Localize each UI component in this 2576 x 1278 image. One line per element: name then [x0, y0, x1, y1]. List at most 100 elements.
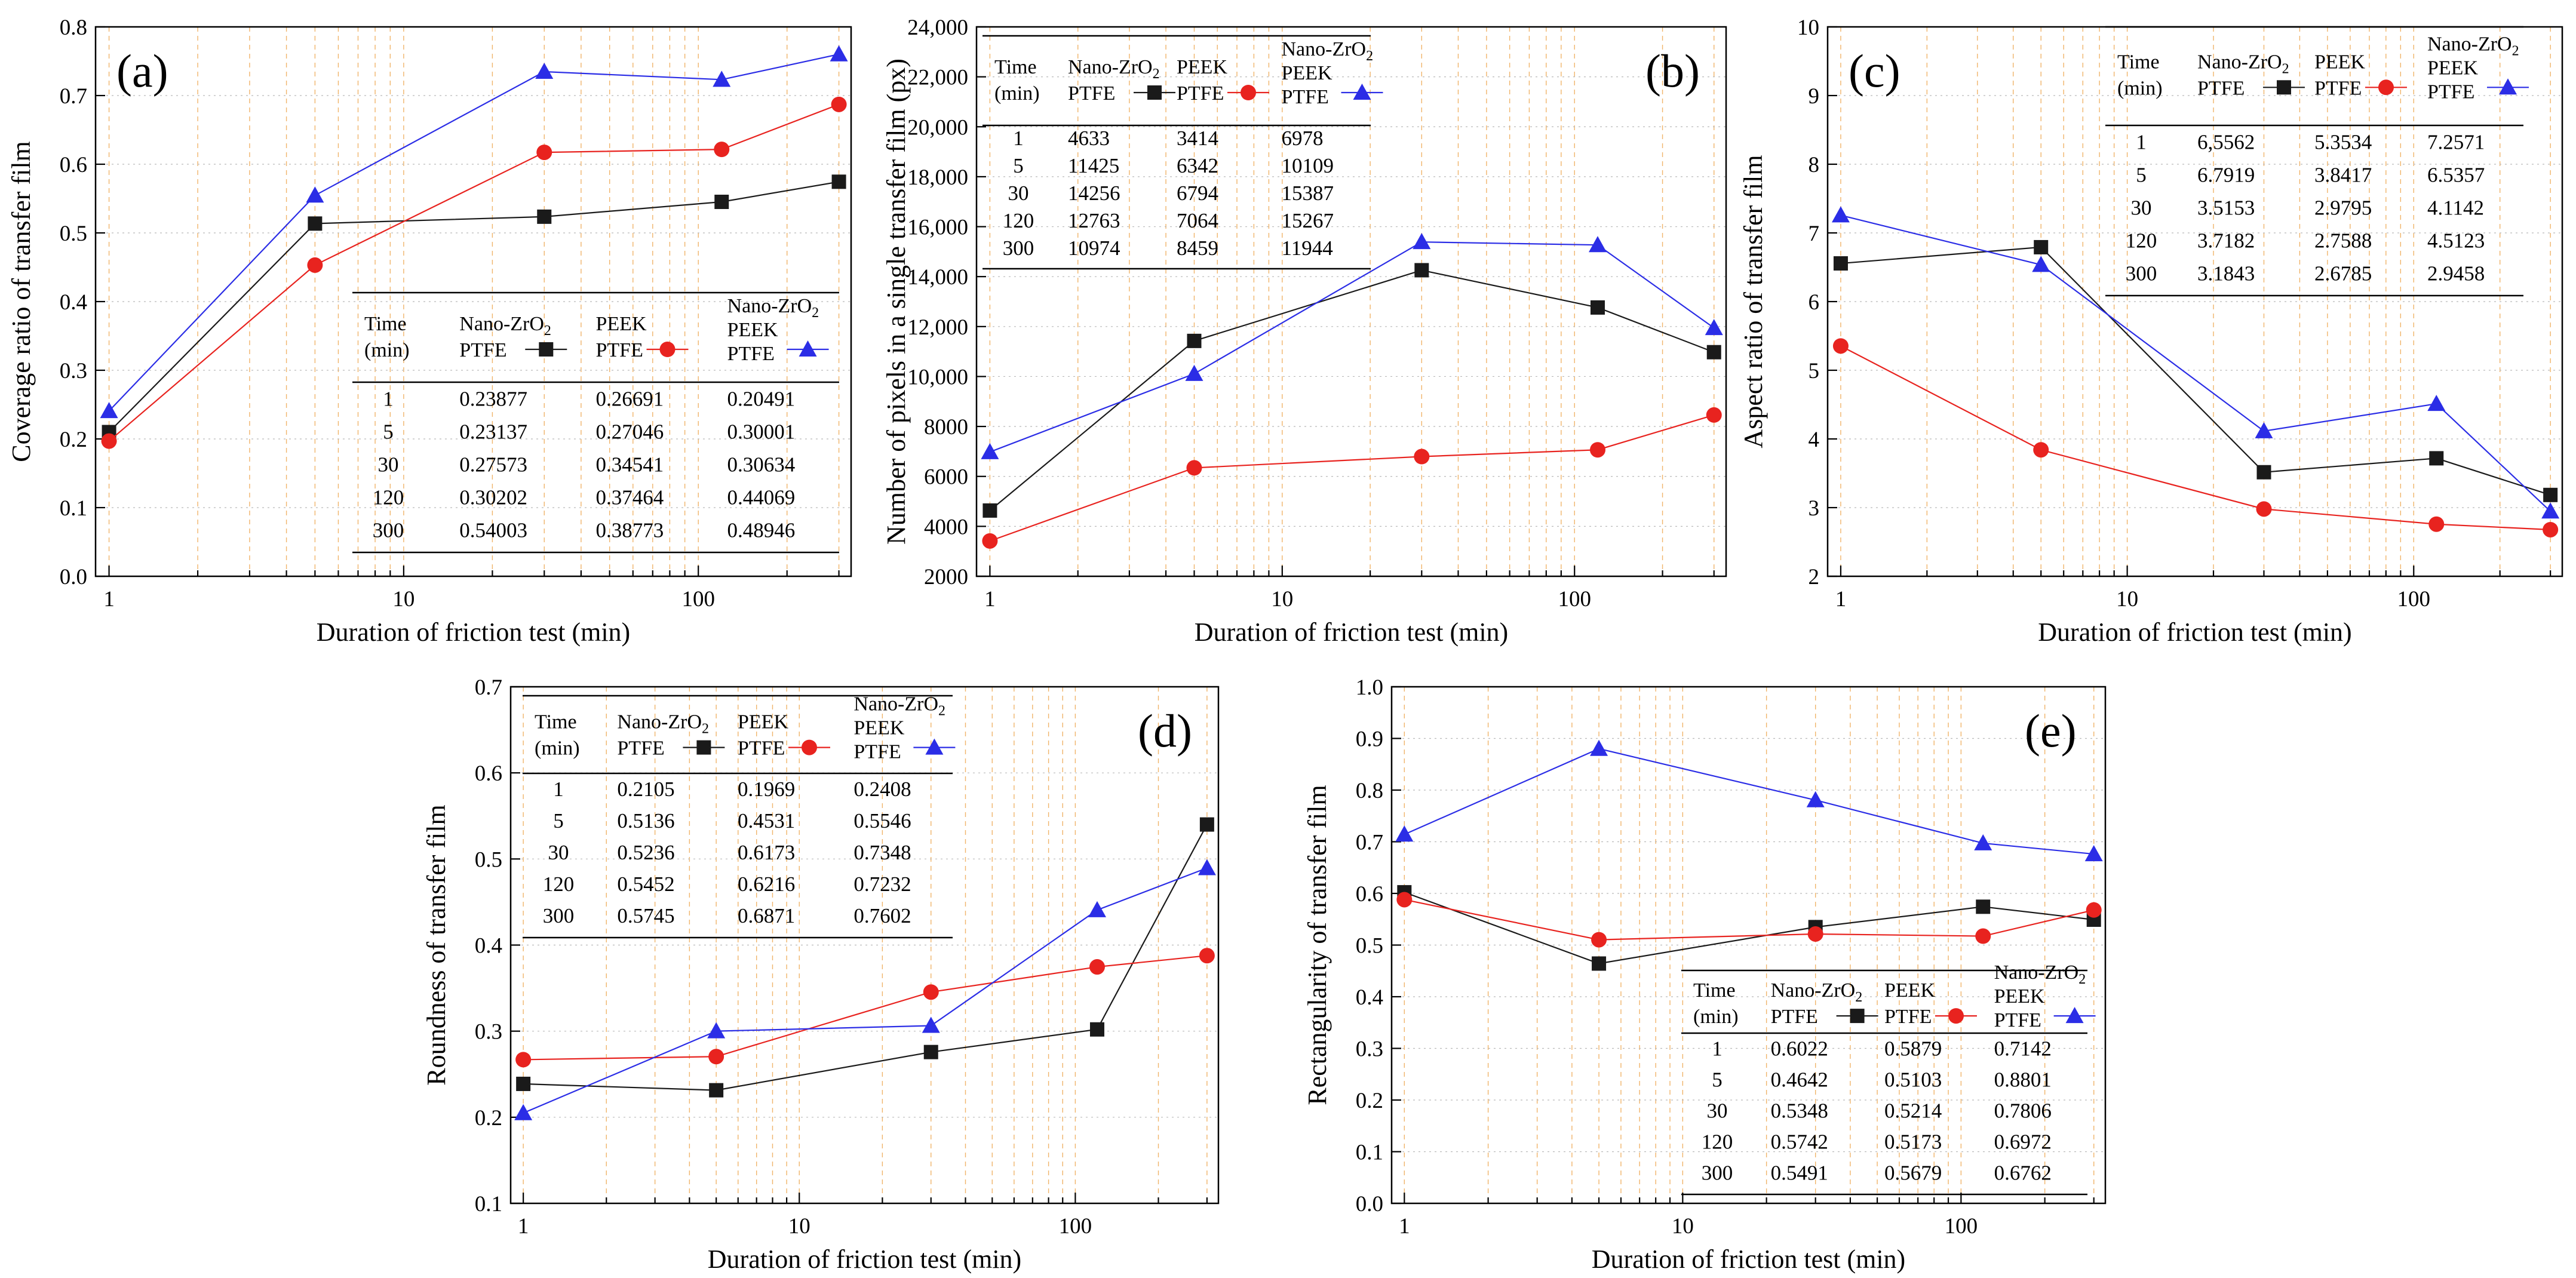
legend-swatch-1: [525, 342, 567, 357]
data-point: [536, 145, 552, 161]
series-2: [1396, 892, 2102, 948]
x-axis-label: Duration of friction test (min): [708, 1245, 1021, 1274]
data-point: [1186, 460, 1202, 476]
y-tick-label: 0.5: [1356, 934, 1383, 959]
table-cell: 6978: [1282, 127, 1324, 150]
table-cell: 300: [373, 519, 404, 542]
table-header-series1: Nano-ZrO2: [2197, 51, 2289, 76]
table-cell: 300: [1702, 1161, 1733, 1184]
y-tick-label: 0.0: [1356, 1192, 1383, 1216]
table-cell: 0.5236: [617, 841, 674, 864]
x-tick-label: 100: [1945, 1214, 1978, 1239]
x-tick-label: 10: [1271, 587, 1293, 612]
y-tick-label: 0.5: [475, 847, 502, 872]
table-cell: 0.7602: [853, 904, 911, 927]
table-cell: 3.1843: [2197, 262, 2255, 285]
y-axis-label: Roundness of transfer film: [422, 804, 451, 1085]
series-1: [516, 817, 1214, 1098]
table-header-series3-line3: PTFE: [2427, 81, 2474, 103]
x-tick-label: 10: [2116, 587, 2138, 612]
table-cell: 1: [383, 388, 394, 411]
x-tick-label: 10: [788, 1214, 810, 1239]
data-point: [1589, 442, 1605, 458]
series-line: [523, 955, 1207, 1061]
table-cell: 0.6871: [738, 904, 795, 927]
data-point: [1591, 932, 1607, 948]
series-1: [1397, 885, 2101, 971]
x-axis-label: Duration of friction test (min): [317, 618, 630, 647]
y-axis-label: Number of pixels in a single transfer fi…: [882, 59, 911, 545]
table-header-unit: (min): [535, 738, 580, 760]
data-point: [101, 433, 117, 449]
data-point: [1185, 364, 1203, 381]
table-cell: 30: [378, 453, 399, 477]
y-tick-label: 0.1: [475, 1192, 502, 1216]
table-cell: 120: [543, 873, 575, 896]
y-tick-label: 22,000: [907, 66, 968, 90]
data-point: [1590, 739, 1608, 756]
x-axis-label: Duration of friction test (min): [2038, 618, 2351, 647]
table-cell: 3.8417: [2314, 164, 2372, 187]
series-3: [1395, 739, 2103, 862]
table-header-series3-line2: PEEK: [727, 319, 778, 341]
series-3: [981, 233, 1723, 459]
table-cell: 5: [1712, 1068, 1723, 1091]
data-point: [831, 96, 847, 112]
y-tick-label: 0.6: [475, 761, 502, 786]
series-3: [100, 45, 848, 419]
table-header-series3-subscript: 2: [2078, 972, 2086, 987]
table-cell: 0.5452: [617, 873, 674, 896]
y-tick-label: 6000: [924, 465, 968, 490]
series-line: [1840, 345, 2551, 531]
table-cell: 0.6216: [738, 873, 795, 896]
table-header-series3-main: Nano-ZrO: [1994, 961, 2079, 984]
legend-marker: [2499, 78, 2517, 95]
table-header-time: Time: [994, 56, 1037, 78]
table-cell: 3.7182: [2197, 229, 2255, 253]
table-cell: 0.54003: [459, 519, 527, 542]
y-tick-label: 0.2: [475, 1106, 502, 1130]
legend-swatch-2: [1935, 1008, 1977, 1024]
data-point: [707, 1022, 726, 1039]
data-point: [714, 142, 730, 158]
table-cell: 0.30634: [727, 453, 796, 477]
legend-swatch-3: [913, 738, 956, 755]
series-2: [515, 948, 1215, 1068]
data-point: [514, 1104, 533, 1120]
data-point: [982, 503, 997, 518]
legend-swatch-1: [2263, 80, 2305, 95]
table-cell: 5: [1013, 154, 1024, 177]
data-point: [2543, 521, 2559, 537]
table-cell: 4.5123: [2427, 229, 2485, 253]
data-point: [1187, 333, 1202, 348]
data-point: [1089, 1022, 1104, 1037]
table-cell: 0.38773: [596, 519, 664, 542]
series-1: [982, 263, 1721, 518]
table-cell: 2.9795: [2314, 196, 2372, 220]
table-header-series3-main: Nano-ZrO: [1282, 38, 1367, 60]
legend-swatch-2: [646, 342, 689, 357]
table-cell: 5: [553, 809, 564, 832]
x-tick-label: 1: [1399, 1214, 1410, 1239]
data-point: [1413, 233, 1431, 250]
grid-b: [977, 26, 1726, 577]
table-cell: 30: [1008, 182, 1029, 205]
legend-swatch-2: [1227, 85, 1269, 100]
y-tick-label: 0.8: [1356, 779, 1383, 803]
table-header-time: Time: [1693, 979, 1736, 1001]
table-cell: 0.5879: [1884, 1037, 1942, 1060]
y-tick-label: 20,000: [907, 115, 968, 140]
table-header-series1-subscript: 2: [2282, 61, 2289, 76]
grid-d: [511, 686, 1218, 1205]
table-cell: 0.7806: [1994, 1099, 2052, 1122]
data-point: [1088, 901, 1106, 917]
series-1: [102, 174, 846, 440]
y-axis-label: Rectangularity of transfer film: [1303, 785, 1332, 1105]
legend-marker: [2378, 79, 2394, 96]
data-point: [1976, 899, 1991, 914]
data-point: [2032, 256, 2050, 272]
y-tick-label: 0.3: [1356, 1037, 1383, 1062]
table-cell: 8459: [1177, 236, 1218, 260]
table-header-series3: Nano-ZrO2: [853, 693, 945, 719]
table-header-series3-subscript: 2: [938, 703, 945, 719]
